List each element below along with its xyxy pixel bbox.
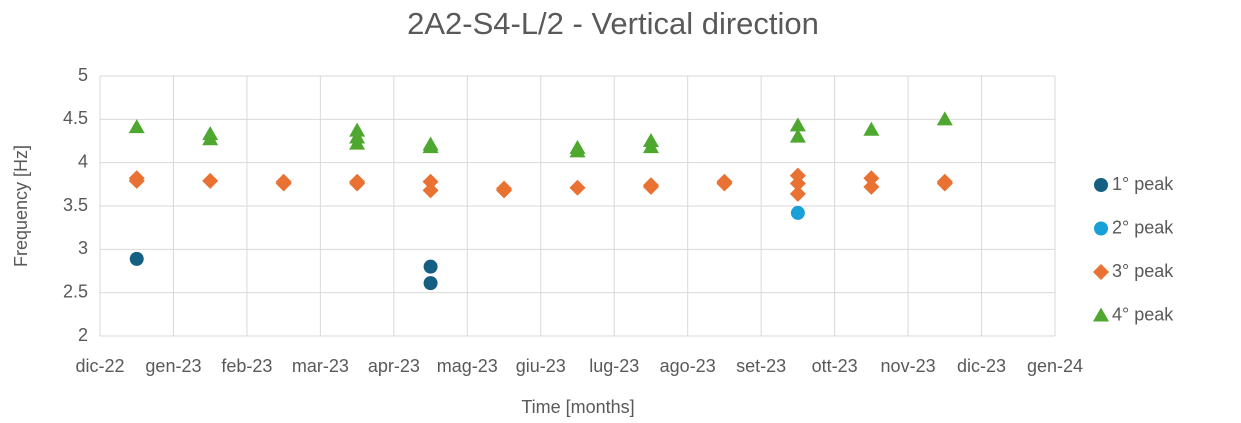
- y-tick-label: 4: [78, 151, 88, 171]
- y-tick-label: 2.5: [63, 281, 88, 301]
- x-tick-label: mag-23: [437, 356, 498, 376]
- point: [202, 172, 219, 189]
- legend-marker: [1093, 307, 1109, 322]
- point: [202, 131, 219, 146]
- point: [496, 182, 513, 199]
- x-tick-label: ago-23: [660, 356, 716, 376]
- point: [422, 139, 439, 154]
- point: [569, 143, 586, 158]
- legend-label: 4° peak: [1112, 304, 1174, 324]
- point: [275, 175, 292, 192]
- point: [789, 185, 806, 202]
- point: [789, 175, 806, 192]
- point: [423, 259, 438, 274]
- point: [863, 170, 880, 187]
- x-tick-label: dic-22: [75, 356, 124, 376]
- x-axis-label: Time [months]: [521, 397, 634, 417]
- point: [789, 128, 806, 143]
- legend-marker: [1094, 221, 1108, 236]
- x-tick-label: mar-23: [292, 356, 349, 376]
- legend-marker: [1094, 178, 1108, 192]
- point: [349, 135, 366, 150]
- x-tick-label: apr-23: [368, 356, 420, 376]
- x-tick-label: giu-23: [516, 356, 566, 376]
- point: [936, 175, 953, 192]
- point: [128, 172, 145, 189]
- x-tick-label: dic-23: [957, 356, 1006, 376]
- point: [349, 175, 366, 192]
- point: [789, 117, 806, 132]
- point: [716, 175, 733, 192]
- point: [790, 205, 805, 220]
- y-tick-label: 3: [78, 238, 88, 258]
- x-tick-label: set-23: [736, 356, 786, 376]
- y-tick-label: 2: [78, 325, 88, 345]
- point: [642, 139, 659, 154]
- x-tick-label: lug-23: [589, 356, 639, 376]
- x-tick-label: ott-23: [812, 356, 858, 376]
- legend-marker: [1093, 264, 1109, 280]
- point: [863, 121, 880, 136]
- x-tick-label: feb-23: [221, 356, 272, 376]
- point: [422, 173, 439, 190]
- x-tick-label: gen-23: [145, 356, 201, 376]
- y-tick-label: 5: [78, 65, 88, 85]
- chart-title: 2A2-S4-L/2 - Vertical direction: [407, 6, 819, 41]
- x-tick-label: gen-24: [1027, 356, 1083, 376]
- y-tick-label: 4.5: [63, 108, 88, 128]
- point: [129, 251, 144, 266]
- x-tick-label: nov-23: [881, 356, 936, 376]
- y-axis-label: Frequency [Hz]: [11, 145, 31, 267]
- point: [569, 179, 586, 196]
- legend-label: 2° peak: [1112, 217, 1174, 237]
- point: [128, 119, 145, 134]
- point: [863, 178, 880, 195]
- y-tick-label: 3.5: [63, 195, 88, 215]
- legend-label: 3° peak: [1112, 261, 1174, 281]
- legend-label: 1° peak: [1112, 174, 1174, 194]
- point: [936, 111, 953, 126]
- point: [423, 276, 438, 291]
- point: [422, 182, 439, 199]
- point: [642, 178, 659, 195]
